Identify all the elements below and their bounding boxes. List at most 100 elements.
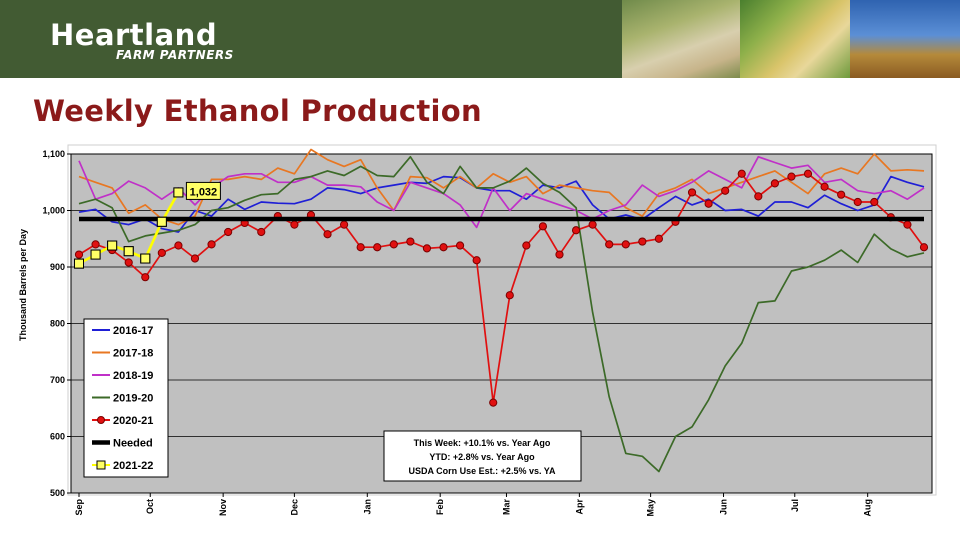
data-point-202021 <box>837 190 846 199</box>
data-point-202021 <box>174 241 183 250</box>
data-point-202021 <box>538 222 548 231</box>
legend-label: Needed <box>113 438 153 450</box>
x-tick-label: Oct <box>145 499 155 514</box>
data-point-202021 <box>787 172 796 181</box>
series-line-202021 <box>78 172 925 404</box>
data-point-202021 <box>588 220 597 229</box>
legend: 2016-17 2017-18 2018-19 2019-20 2020-21 Neede… <box>83 318 169 478</box>
data-point-202021 <box>91 240 100 249</box>
data-point-202122-top <box>140 253 151 264</box>
data-point-202021 <box>422 244 432 253</box>
data-point-202021 <box>157 248 166 257</box>
annotation-line: This Week: +10.1% vs. Year Ago <box>414 438 551 448</box>
legend-label: 2018-19 <box>113 370 153 382</box>
legend-label: 2016-17 <box>113 325 153 337</box>
data-point-202021 <box>455 241 465 250</box>
data-point-202021 <box>687 188 697 197</box>
cow-photo <box>622 0 740 78</box>
y-tick-label: 700 <box>50 375 65 385</box>
data-point-202021 <box>853 197 862 207</box>
data-point-202021 <box>74 250 84 259</box>
data-labels: 1,032 <box>185 181 221 200</box>
data-point-202021 <box>721 186 730 195</box>
needed-layer <box>74 187 924 269</box>
data-point-202021 <box>257 227 266 237</box>
data-point-202021 <box>505 291 514 300</box>
y-tick-label: 800 <box>50 319 65 329</box>
y-tick-label: 600 <box>50 432 65 442</box>
data-point-202021 <box>406 237 415 246</box>
data-label-box <box>185 181 221 200</box>
x-tick-label: Feb <box>435 499 445 516</box>
data-label: 1,032 <box>190 186 218 198</box>
data-point-202021 <box>339 220 349 229</box>
logo-tagline: FARM PARTNERS <box>116 48 234 62</box>
data-point-202021 <box>439 243 448 252</box>
x-tick-label: Nov <box>218 499 228 516</box>
data-point-202021 <box>290 220 299 229</box>
data-point-202021 <box>770 179 779 188</box>
x-tick-label: Dec <box>289 499 299 516</box>
y-tick-label: 1,000 <box>42 206 65 216</box>
data-point-202021 <box>803 169 813 178</box>
data-point-202021 <box>124 258 133 267</box>
data-point-202021 <box>472 256 481 265</box>
data-point-202122-top <box>123 246 134 257</box>
data-point-202021 <box>190 254 200 263</box>
data-point-202021 <box>605 240 614 249</box>
data-point-202021 <box>489 398 498 407</box>
data-point-202021 <box>389 240 398 249</box>
data-point-202021 <box>323 230 332 239</box>
legend-label: 2017-18 <box>113 348 153 360</box>
data-point-202021 <box>571 226 581 235</box>
x-tick-label: Apr <box>574 499 584 515</box>
y-tick-label: 1,100 <box>42 149 65 159</box>
data-point-202021 <box>522 241 531 250</box>
corn-photo <box>740 0 850 78</box>
soybean-field-photo <box>850 0 960 78</box>
legend-label: 2019-20 <box>113 393 153 405</box>
annotation-frame <box>383 430 582 482</box>
data-point-202122-top <box>90 249 101 260</box>
data-point-202021 <box>754 192 763 201</box>
annotation-line: YTD: +2.8% vs. Year Ago <box>429 452 535 462</box>
data-point-202021 <box>373 243 382 252</box>
series-line-201617 <box>78 175 925 233</box>
series-line-201718 <box>78 148 925 226</box>
legend-label: 2021-22 <box>113 460 153 472</box>
x-tick-label: Sep <box>74 499 84 516</box>
x-axis-ticks: Sep Oct Nov Dec Jan Feb Mar Apr May Jun Jul Aug <box>74 493 873 517</box>
legend-label: 2020-21 <box>113 415 153 427</box>
legend-marker <box>96 460 106 470</box>
data-point-202021 <box>207 240 216 249</box>
data-point-202122-top <box>156 216 167 227</box>
data-point-202021 <box>870 197 879 207</box>
data-point-202021 <box>224 227 233 237</box>
x-tick-label: Jan <box>362 499 372 515</box>
x-tick-label: May <box>646 499 656 517</box>
y-tick-label: 900 <box>50 262 65 272</box>
data-point-202021 <box>704 199 713 208</box>
data-point-202021 <box>737 169 746 178</box>
annotation-line: USDA Corn Use Est.: +2.5% vs. YA <box>409 466 556 476</box>
data-point-202021 <box>638 237 647 246</box>
y-axis-label: Thousand Barrels per Day <box>18 229 28 341</box>
legend-marker <box>97 416 105 424</box>
annotation-box: This Week: +10.1% vs. Year Ago YTD: +2.8%… <box>383 430 582 482</box>
header-banner: Heartland FARM PARTNERS <box>0 0 960 78</box>
data-point-202021 <box>903 220 912 229</box>
data-point-202021 <box>654 234 664 243</box>
data-point-202021 <box>919 243 929 252</box>
data-point-202122-top <box>173 187 184 198</box>
y-axis-ticks: 500 600 700 800 900 1,000 1,100 <box>42 149 71 498</box>
data-point-202122-top <box>107 240 118 251</box>
x-tick-label: Jun <box>719 499 729 515</box>
data-point-202021 <box>555 250 564 259</box>
y-tick-label: 500 <box>50 488 65 498</box>
slide-title: Weekly Ethanol Production <box>33 94 482 128</box>
data-point-202021 <box>621 240 630 249</box>
data-point-202021 <box>356 243 365 252</box>
series-line-201920 <box>78 155 925 473</box>
data-point-202021 <box>141 273 150 282</box>
